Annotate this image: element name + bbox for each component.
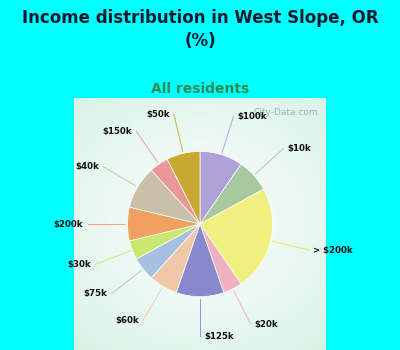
Text: $75k: $75k <box>84 289 108 298</box>
Text: $20k: $20k <box>255 320 278 329</box>
Wedge shape <box>167 152 200 224</box>
Wedge shape <box>130 224 200 259</box>
Wedge shape <box>151 159 200 224</box>
Text: $10k: $10k <box>288 144 311 153</box>
Text: City-Data.com: City-Data.com <box>254 108 318 117</box>
Wedge shape <box>200 189 272 284</box>
Text: $40k: $40k <box>75 162 99 171</box>
Wedge shape <box>128 207 200 241</box>
Text: Income distribution in West Slope, OR
(%): Income distribution in West Slope, OR (%… <box>22 9 378 49</box>
Text: $150k: $150k <box>103 127 132 136</box>
Wedge shape <box>130 170 200 224</box>
Wedge shape <box>200 164 264 224</box>
Wedge shape <box>200 152 241 224</box>
Text: $200k: $200k <box>54 219 84 229</box>
Text: $125k: $125k <box>204 332 234 341</box>
Wedge shape <box>176 224 224 296</box>
Text: $50k: $50k <box>146 110 170 119</box>
Text: $60k: $60k <box>115 316 139 325</box>
Text: All residents: All residents <box>151 82 249 96</box>
Text: $30k: $30k <box>67 260 91 269</box>
Text: $100k: $100k <box>237 112 267 121</box>
Wedge shape <box>136 224 200 278</box>
Wedge shape <box>200 224 241 293</box>
Text: > $200k: > $200k <box>314 246 353 254</box>
Wedge shape <box>151 224 200 293</box>
